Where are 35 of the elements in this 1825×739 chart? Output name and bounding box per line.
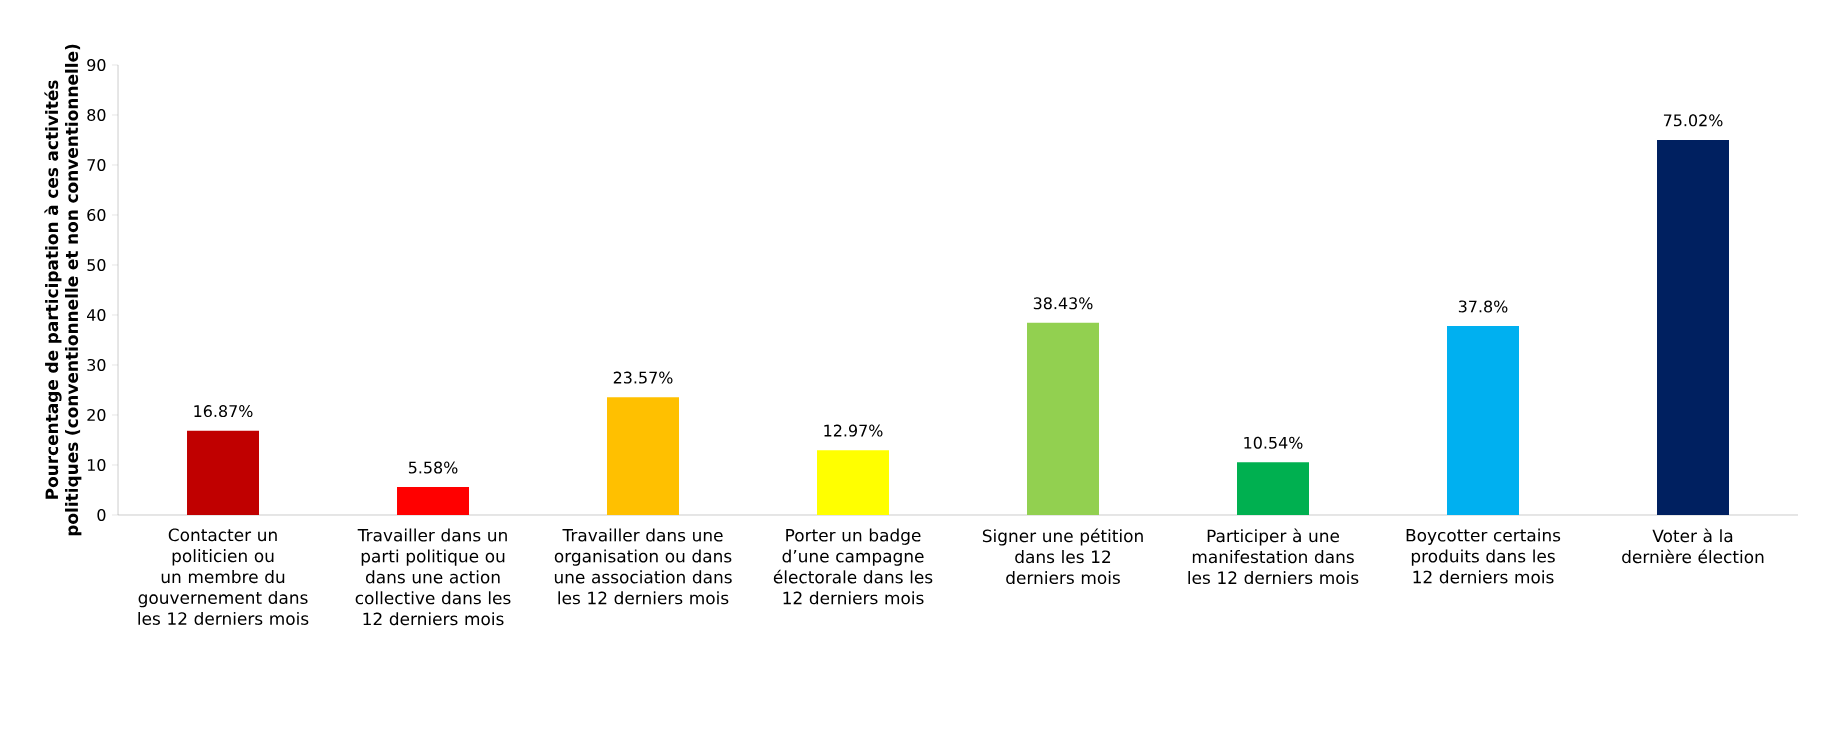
data-label: 38.43% — [1033, 297, 1093, 310]
data-label: 23.57% — [613, 371, 673, 384]
bar — [1657, 139, 1729, 515]
x-tick-label: Participer à une manifestation dans les 12 derniers mois — [1188, 528, 1359, 585]
y-tick-label: 30 — [87, 358, 106, 372]
bar — [1237, 462, 1310, 515]
y-tick-label: 90 — [87, 58, 106, 72]
x-tick-label: Voter à la dernière élection — [1622, 528, 1764, 564]
y-tick-label: 10 — [87, 458, 106, 472]
y-axis-title: Pourcentage de participation à ces activités politiques (conventionnelle et non conventionnelle) — [44, 44, 82, 536]
bar — [817, 450, 890, 515]
data-label: 37.8% — [1458, 300, 1508, 313]
data-label: 16.87% — [194, 405, 253, 418]
x-tick-label: Boycotter certains produits dans les 12 derniers mois — [1406, 528, 1561, 584]
data-label: 75.02% — [1663, 114, 1723, 127]
x-tick-label: Contacter un politicien ou un membre du gouvernement dans les 12 derniers mois — [138, 528, 309, 625]
y-tick-label: 20 — [87, 408, 106, 422]
data-label: 10.54% — [1244, 436, 1303, 449]
y-tick-label: 50 — [87, 258, 106, 272]
x-tick-label: Travailler dans une organisation ou dans une association dans les 12 derniers mois — [554, 528, 732, 605]
y-tick-label: 70 — [87, 158, 106, 172]
bar — [397, 487, 470, 515]
x-tick-label: Travailler dans un parti politique ou dans une action collective dans les 12 derniers mois — [355, 528, 511, 626]
y-tick-label: 60 — [87, 208, 106, 222]
y-tick-label: 80 — [87, 108, 106, 122]
y-tick-label: 40 — [87, 308, 106, 322]
bar — [1027, 322, 1100, 515]
y-tick-label: 0 — [97, 508, 106, 522]
data-label: 5.58% — [408, 461, 458, 474]
x-tick-label: Porter un badge d’une campagne électorale dans les 12 derniers mois — [773, 528, 933, 605]
x-tick-label: Signer une pétition dans les 12 derniers mois — [982, 528, 1143, 585]
bar — [1447, 325, 1520, 515]
data-label: 12.97% — [824, 424, 883, 437]
bar — [187, 430, 260, 515]
bar — [607, 397, 680, 515]
